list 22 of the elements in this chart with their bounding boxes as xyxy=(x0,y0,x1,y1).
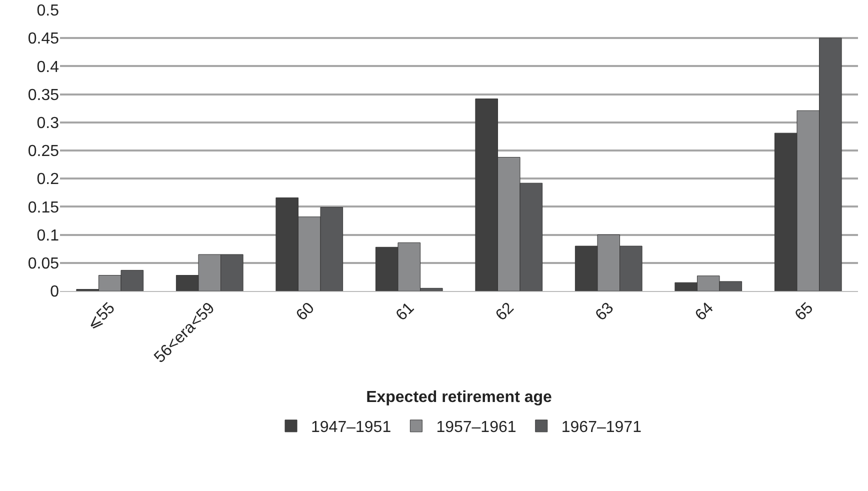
y-tick-label: 0.45 xyxy=(28,30,60,48)
y-tick-label: 0.3 xyxy=(36,115,60,132)
y-tick-label: 0.5 xyxy=(36,2,60,20)
legend-label: 1957–1961 xyxy=(436,419,516,436)
y-tick-label: 0 xyxy=(50,284,60,301)
y-tick-label: 0.05 xyxy=(28,256,60,272)
y-tick-label: 0.1 xyxy=(36,227,60,244)
x-tick-label: 60 xyxy=(293,300,318,324)
x-tick-label: 65 xyxy=(792,300,817,324)
x-tick-label: 64 xyxy=(692,300,717,324)
x-axis-title: Expected retirement age xyxy=(366,389,552,406)
y-tick-label: 0.25 xyxy=(28,143,60,160)
legend-label: 1967–1971 xyxy=(561,419,642,436)
legend-label: 1947–1951 xyxy=(311,419,392,436)
y-tick-label: 0.4 xyxy=(36,58,60,76)
x-tick-label: ⩽55 xyxy=(84,300,118,334)
x-tick-label: 61 xyxy=(393,300,418,324)
x-tick-label: 62 xyxy=(492,300,518,324)
y-tick-label: 0.2 xyxy=(36,171,60,188)
x-tick-label: 63 xyxy=(592,300,618,324)
y-tick-label: 0.35 xyxy=(28,86,60,104)
y-tick-label: 0.15 xyxy=(28,199,60,216)
